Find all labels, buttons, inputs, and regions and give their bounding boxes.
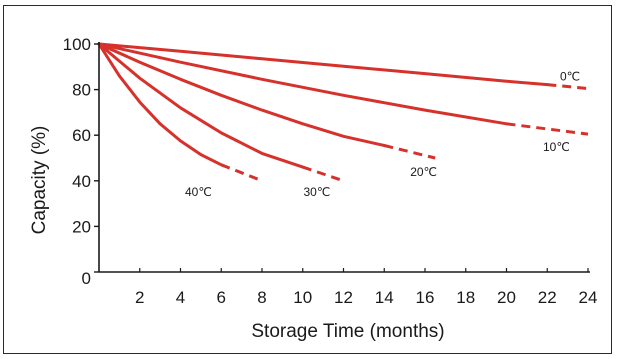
series-label-30c: 30℃ (304, 185, 331, 199)
series-40c-solid-line (97, 42, 223, 167)
x-tick-label: 12 (334, 288, 353, 307)
y-tick-label: 0 (82, 269, 91, 288)
y-tick-label: 100 (63, 35, 91, 54)
x-tick-label: 22 (538, 288, 557, 307)
series-20c-solid-line (97, 42, 386, 147)
y-axis-title: Capacity (%) (29, 126, 50, 235)
series-label-0c: 0℃ (560, 69, 580, 83)
x-tick-label: 24 (579, 288, 598, 307)
series-label-10c: 10℃ (543, 140, 570, 154)
series-0c-solid-line (97, 42, 549, 87)
series-20c-dashed-line (383, 144, 436, 160)
x-tick-label: 14 (375, 288, 394, 307)
x-tick-label: 10 (293, 288, 312, 307)
series-10c-dashed-line (506, 122, 589, 136)
y-tick-label: 20 (72, 217, 91, 236)
y-tick-label: 60 (72, 126, 91, 145)
series-10c-solid-line (97, 42, 508, 126)
x-tick-label: 4 (176, 288, 185, 307)
x-tick-label: 16 (416, 288, 435, 307)
series-0c-dashed-line (547, 83, 589, 90)
series-label-40c: 40℃ (185, 185, 212, 199)
series-30c-solid-line (97, 42, 305, 169)
x-tick-label: 20 (497, 288, 516, 307)
series-40c-dashed-line (220, 163, 263, 183)
y-tick-label: 80 (72, 81, 91, 100)
chart-frame (3, 5, 612, 354)
series-30c-dashed-line (302, 165, 344, 183)
x-tick-label: 6 (217, 288, 226, 307)
series-label-20c: 20℃ (410, 165, 437, 179)
y-tick-label: 40 (72, 172, 91, 191)
x-tick-label: 2 (135, 288, 144, 307)
ticks-layer (94, 43, 589, 273)
curves-layer (97, 42, 589, 183)
x-tick-label: 18 (456, 288, 475, 307)
x-tick-label: 8 (257, 288, 266, 307)
x-axis-title: Storage Time (months) (251, 321, 444, 342)
